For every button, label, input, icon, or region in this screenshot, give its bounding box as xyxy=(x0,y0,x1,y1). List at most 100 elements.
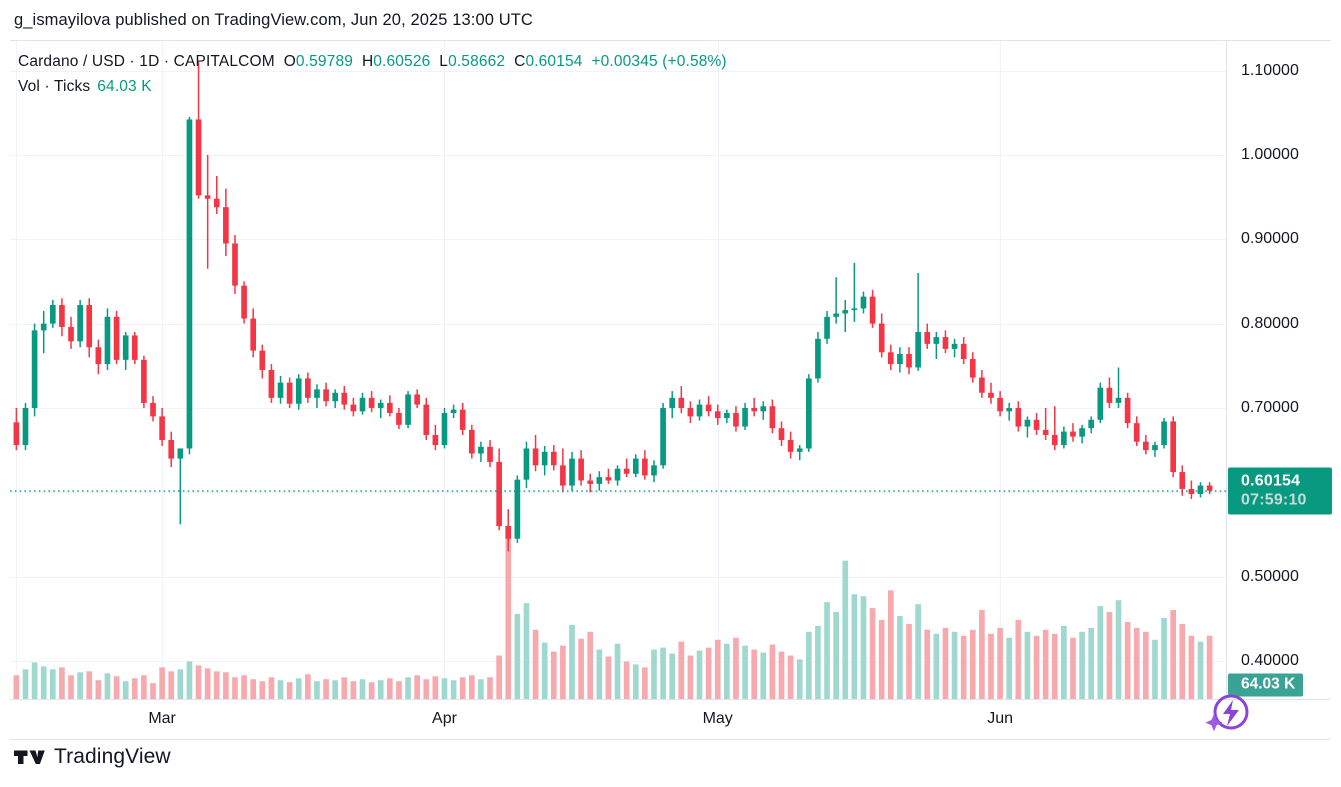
vertical-gridline xyxy=(1000,41,1001,699)
volume-bar xyxy=(523,603,530,699)
candle-body xyxy=(532,448,539,466)
price-tick-label: 0.80000 xyxy=(1241,314,1299,332)
time-axis[interactable]: Mar Apr May Jun xyxy=(10,699,1331,740)
candle-body xyxy=(204,195,211,199)
volume-bar xyxy=(241,675,247,699)
volume-bar xyxy=(31,662,38,699)
horizontal-gridline xyxy=(10,239,1226,240)
candle-body xyxy=(59,305,65,327)
candle-body xyxy=(1170,421,1176,473)
vertical-gridline xyxy=(718,41,719,699)
volume-bar xyxy=(514,614,521,699)
volume-bar xyxy=(22,669,29,699)
candle-body xyxy=(614,468,621,481)
candle-body xyxy=(1015,407,1022,427)
volume-bar xyxy=(1079,631,1085,699)
candle-body xyxy=(496,461,502,527)
tradingview-footer: TradingView xyxy=(14,745,171,769)
candle-body xyxy=(1161,421,1167,446)
candle-body xyxy=(1206,485,1213,491)
candle-body xyxy=(787,440,794,452)
volume-bar xyxy=(605,656,612,699)
volume-bar xyxy=(833,612,839,699)
volume-bar xyxy=(49,669,56,699)
candle-body xyxy=(724,413,730,419)
candle-body xyxy=(569,458,575,486)
publish-text: g_ismayilova published on TradingView.co… xyxy=(14,10,533,29)
volume-bar xyxy=(1197,641,1204,699)
price-axis[interactable]: 1.10000 1.00000 0.90000 0.80000 0.70000 0.500… xyxy=(1226,41,1332,699)
volume-bar xyxy=(40,666,47,699)
candle-body xyxy=(806,378,812,449)
candle-body xyxy=(979,377,985,393)
volume-bar xyxy=(1061,625,1067,699)
candle-wick xyxy=(1117,367,1120,408)
volume-bar xyxy=(751,649,757,699)
volume-bar xyxy=(724,643,730,699)
volume-bar xyxy=(150,683,156,699)
candle-body xyxy=(396,413,402,425)
volume-bar xyxy=(1124,621,1131,699)
candle-body xyxy=(988,392,994,398)
candle-body xyxy=(95,347,102,365)
candle-body xyxy=(104,316,111,365)
candle-body xyxy=(705,404,712,412)
candle-body xyxy=(605,477,612,481)
candle-body xyxy=(942,337,949,349)
candle-body xyxy=(350,404,357,412)
candle-body xyxy=(1097,387,1104,420)
candle-body xyxy=(696,404,703,417)
candle-body xyxy=(232,243,238,286)
candle-body xyxy=(1197,485,1204,495)
volume-bar xyxy=(468,675,475,699)
candle-body xyxy=(213,198,220,208)
volume-bar xyxy=(478,679,484,699)
candle-body xyxy=(887,352,894,365)
volume-bar xyxy=(623,661,630,699)
volume-bar xyxy=(541,642,548,699)
candle-body xyxy=(751,407,757,412)
candle-body xyxy=(523,448,530,480)
volume-bar xyxy=(1152,639,1158,699)
volume-bar xyxy=(824,602,830,699)
volume-bar xyxy=(396,681,402,699)
candle-body xyxy=(1042,429,1049,435)
volume-bar xyxy=(1206,635,1213,699)
candle-body xyxy=(596,477,603,484)
volume-bar xyxy=(1143,631,1149,699)
volume-bar xyxy=(250,679,257,699)
candle-body xyxy=(77,305,83,342)
time-tick-label: May xyxy=(702,710,733,727)
candle-body xyxy=(733,413,739,427)
volume-bar xyxy=(687,655,694,699)
volume-bar xyxy=(651,649,657,699)
volume-bar xyxy=(733,637,739,699)
volume-bar xyxy=(295,678,302,699)
candle-body xyxy=(869,296,876,324)
candle-wick xyxy=(935,332,938,360)
current-price-value: 0.60154 xyxy=(1241,472,1301,490)
tradingview-brand-text: TradingView xyxy=(54,745,171,768)
candle-body xyxy=(31,330,38,408)
candle-wick xyxy=(625,458,628,478)
plot-area[interactable] xyxy=(10,41,1226,699)
candle-wick xyxy=(1008,402,1010,421)
candle-body xyxy=(441,413,448,446)
volume-bar xyxy=(414,675,420,699)
volume-bar xyxy=(277,680,284,699)
candle-body xyxy=(377,402,384,408)
candle-wick xyxy=(835,277,837,324)
volume-bar xyxy=(122,681,129,699)
volume-bar xyxy=(1024,631,1031,699)
volume-bar xyxy=(1006,637,1013,699)
volume-bar xyxy=(223,672,229,699)
volume-bar xyxy=(341,677,348,699)
candle-body xyxy=(1106,387,1113,403)
volume-bar xyxy=(969,629,976,699)
volume-bar xyxy=(632,664,639,699)
volume-bar xyxy=(332,680,338,699)
volume-bar xyxy=(177,669,184,699)
candle-body xyxy=(769,406,776,429)
volume-bar xyxy=(1161,617,1167,699)
candle-body xyxy=(960,343,967,360)
